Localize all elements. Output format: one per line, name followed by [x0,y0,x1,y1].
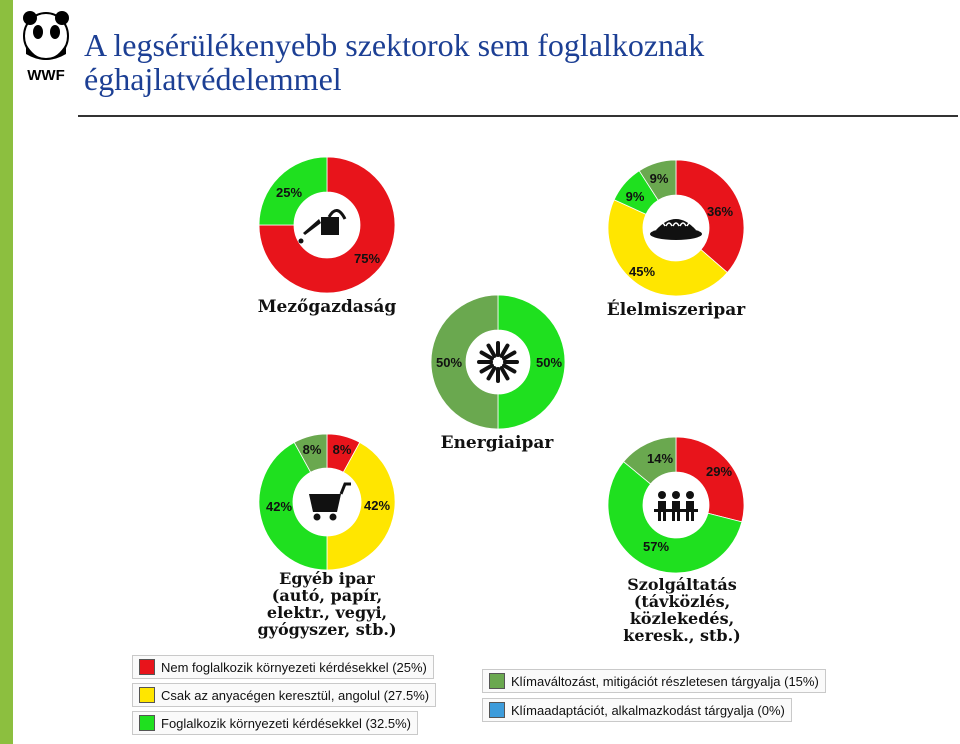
sector-label: (távközlés, [634,592,730,611]
sector-label: Energiaipar [441,433,555,453]
slice-data-label: 50% [436,355,462,370]
sunburst-icon [477,341,519,383]
legend-item-mitigation: Klímaváltozást, mitigációt részletesen t… [482,669,826,693]
slice-data-label: 57% [643,539,669,554]
slice-data-label: 45% [629,264,655,279]
legend-label: Csak az anyacégen keresztül, angolul (27… [161,687,430,703]
slice-data-label: 50% [536,355,562,370]
sector-label: Mezőgazdaság [258,297,397,317]
food-plate-icon [650,219,702,240]
slice-data-label: 8% [333,442,352,457]
legend-item-adaptation: Klímaadaptációt, alkalmazkodást tárgyalj… [482,698,792,722]
slice-data-label: 75% [354,251,380,266]
legend-swatch-bright-green [139,715,155,731]
slice-data-label: 9% [626,189,645,204]
donut-hole [466,330,530,394]
sector-label: gyógyszer, stb.) [257,620,396,639]
slice-data-label: 42% [266,499,292,514]
slice-data-label: 36% [707,204,733,219]
sector-label: (autó, papír, [272,586,382,605]
page-title: A legsérülékenyebb szektorok sem foglalk… [84,28,944,96]
title-line-2: éghajlatvédelemmel [84,61,342,97]
sector-label: elektr., vegyi, [267,603,387,622]
slice-data-label: 42% [364,498,390,513]
legend-item-not-addressed: Nem foglalkozik környezeti kérdésekkel (… [132,655,434,679]
donut-chart-3: 8% 42% 42% 8% Egyéb ipar(autó, papír,elektr.… [251,426,403,639]
slice-data-label: 14% [647,451,673,466]
legend-swatch-yellow [139,687,155,703]
legend-item-parent-company: Csak az anyacégen keresztül, angolul (27… [132,683,437,707]
legend-label: Nem foglalkozik környezeti kérdésekkel (… [161,659,427,675]
donut-chart-2: 50% 50% Energiaipar [423,287,573,453]
title-divider [78,115,958,117]
legend-label: Klímaadaptációt, alkalmazkodást tárgyalj… [511,702,785,718]
sector-label: keresk., stb.) [623,626,740,645]
sector-label: Egyéb ipar [279,569,375,588]
accent-bar [0,0,13,744]
slice-data-label: 8% [303,442,322,457]
slice-data-label: 9% [650,171,669,186]
legend-label: Foglalkozik környezeti kérdésekkel (32.5… [161,715,411,731]
slice-data-label: 29% [706,464,732,479]
title-line-1: A legsérülékenyebb szektorok sem foglalk… [84,27,705,63]
people-icon [654,491,698,521]
legend-swatch-blue [489,702,505,718]
sector-label: Szolgáltatás [627,575,737,594]
legend-swatch-red [139,659,155,675]
sector-label: Élelmiszeripar [607,299,746,320]
wwf-logo-text: WWF [27,67,64,82]
slice-data-label: 25% [276,185,302,200]
donut-chart-0: 75% 25% Mezőgazdaság [251,149,403,317]
legend-item-addressed: Foglalkozik környezeti kérdésekkel (32.5… [132,711,418,735]
watering-can-icon [298,209,347,244]
legend-label: Klímaváltozást, mitigációt részletesen t… [511,673,819,689]
donut-chart-1: 36% 45% 9% 9% Élelmiszeripar [600,152,752,320]
shopping-cart-icon [309,482,351,521]
wwf-panda-logo: WWF [23,11,69,82]
donut-chart-4: 29% 57% 14% Szolgáltatás(távközlés,közleked… [600,429,752,645]
sector-label: közlekedés, [630,609,734,628]
legend-swatch-dark-green [489,673,505,689]
